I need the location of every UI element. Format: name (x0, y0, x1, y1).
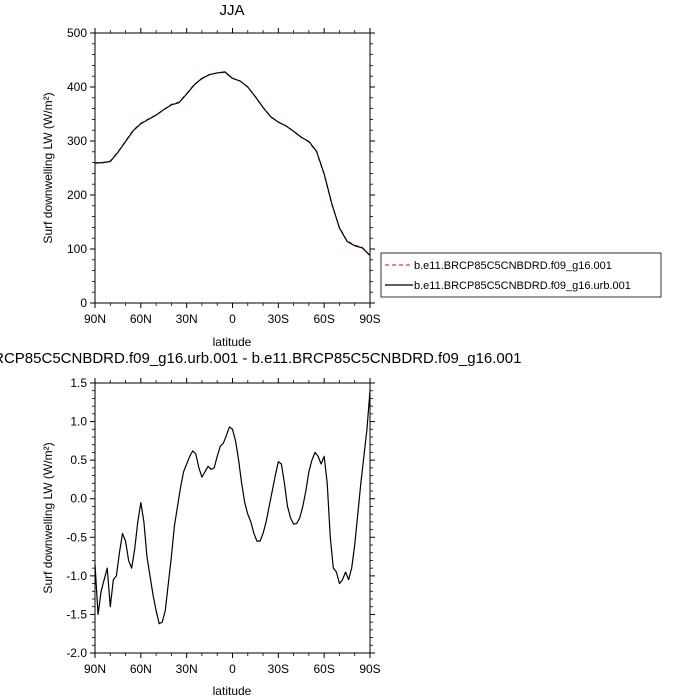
y-tick-label: -0.5 (66, 530, 87, 544)
x-tick-label: 30N (176, 662, 198, 676)
x-tick-label: 30S (268, 312, 289, 326)
x-tick-label: 60S (313, 662, 334, 676)
top-chart-title: JJA (219, 2, 244, 19)
top-x-ticks: 90N 60N 30N 0 30S 60S 90S (84, 28, 381, 326)
x-tick-label: 90N (84, 312, 106, 326)
bottom-y-ticks: -2.0 -1.5 -1.0 -0.5 0.0 0.5 1.0 1.5 (66, 376, 375, 660)
top-series-group (94, 71, 371, 256)
top-plot-frame (94, 32, 371, 304)
x-tick-label: 30S (268, 662, 289, 676)
top-x-axis-label: latitude (213, 335, 252, 349)
top-y-axis-label: Surf downwelling LW (W/m²) (41, 92, 55, 243)
bottom-series-group (94, 390, 371, 625)
x-tick-label: 90S (359, 312, 380, 326)
x-tick-label: 60S (313, 312, 334, 326)
y-tick-label: 500 (67, 26, 87, 40)
top-panel: JJA 0 100 200 300 400 500 90N 60N 30N 0 30S 60S 90S… (41, 2, 381, 349)
y-tick-label: 200 (67, 188, 87, 202)
bottom-x-ticks: 90N 60N 30N 0 30S 60S 90S (84, 378, 381, 676)
y-tick-label: -1.5 (66, 607, 87, 621)
top-y-ticks: 0 100 200 300 400 500 (67, 26, 375, 310)
y-tick-label: -1.0 (66, 569, 87, 583)
p2-series-line-1 (94, 390, 371, 625)
y-tick-label: 0 (80, 296, 87, 310)
p1-series-line-1 (95, 71, 371, 256)
y-tick-label: 400 (67, 80, 87, 94)
p1-series-line-2 (94, 71, 371, 256)
legend-label-series-1: b.e11.BRCP85C5CNBDRD.f09_g16.001 (414, 260, 612, 272)
bottom-chart-title: b.e11.BRCP85C5CNBDRD.f09_g16.urb.001 - b… (0, 350, 521, 367)
bottom-x-axis-label: latitude (213, 684, 252, 698)
bottom-y-axis-label: Surf downwelling LW (W/m²) (41, 442, 55, 593)
x-tick-label: 90N (84, 662, 106, 676)
y-tick-label: 1.0 (70, 415, 87, 429)
x-tick-label: 0 (229, 312, 236, 326)
legend-box (380, 252, 662, 298)
y-tick-label: 100 (67, 242, 87, 256)
x-tick-label: 60N (130, 662, 152, 676)
legend: b.e11.BRCP85C5CNBDRD.f09_g16.001 b.e11.B… (380, 252, 662, 298)
y-tick-label: 1.5 (70, 376, 87, 390)
x-tick-label: 0 (229, 662, 236, 676)
y-tick-label: -2.0 (66, 646, 87, 660)
bottom-panel: b.e11.BRCP85C5CNBDRD.f09_g16.urb.001 - b… (0, 350, 521, 698)
x-tick-label: 60N (130, 312, 152, 326)
legend-label-series-2: b.e11.BRCP85C5CNBDRD.f09_g16.urb.001 (414, 280, 631, 292)
y-tick-label: 0.0 (70, 492, 87, 506)
y-tick-label: 0.5 (70, 453, 87, 467)
x-tick-label: 90S (359, 662, 380, 676)
x-tick-label: 30N (176, 312, 198, 326)
y-tick-label: 300 (67, 134, 87, 148)
